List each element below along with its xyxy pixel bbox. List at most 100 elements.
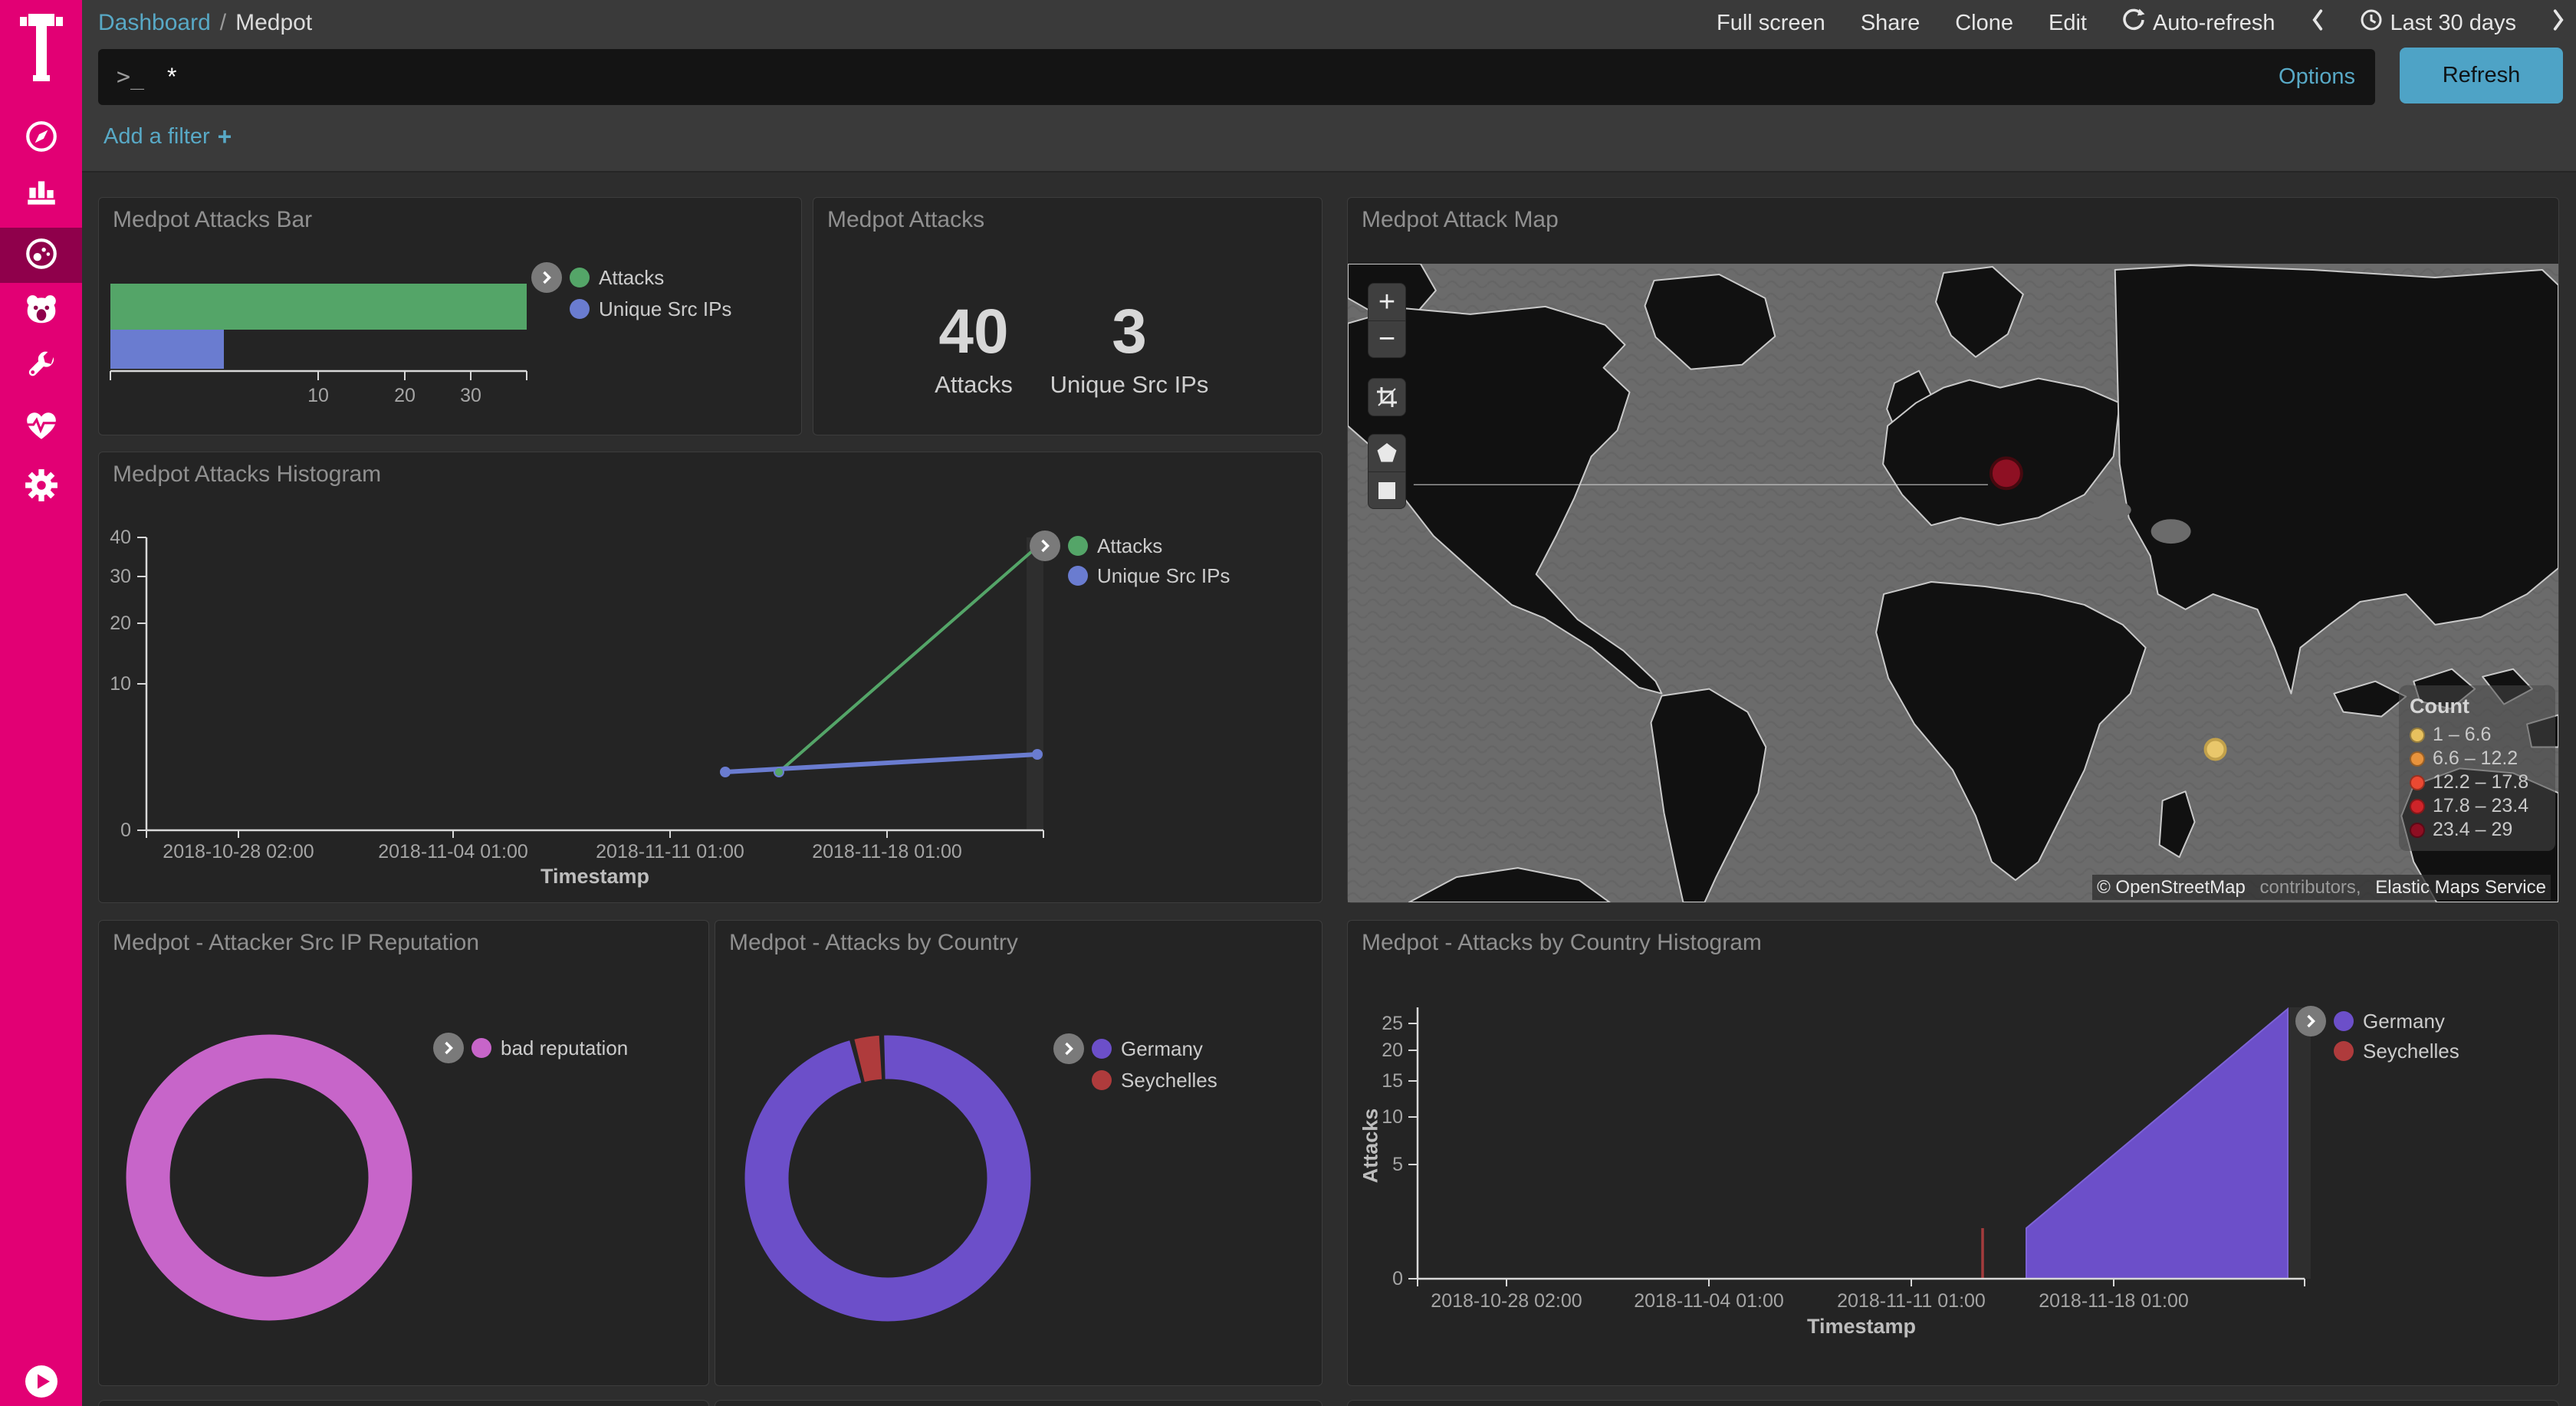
legend-dot-orange xyxy=(2410,751,2425,767)
slice-seychelles[interactable] xyxy=(854,1035,882,1082)
series-germany-area[interactable] xyxy=(2026,1007,2288,1280)
sidebar-item-honeypot[interactable] xyxy=(0,284,82,339)
legend-item-attacks[interactable]: Attacks xyxy=(1068,532,1162,560)
legend-dot-orange-red xyxy=(2410,774,2425,790)
legend-item-unique-src-ips[interactable]: Unique Src IPs xyxy=(570,295,731,323)
query-prompt-icon: >_ xyxy=(117,64,145,90)
x-tick: 2018-10-28 02:00 xyxy=(163,841,314,862)
line-chart[interactable] xyxy=(99,452,1322,902)
query-input[interactable]: >_ * Options xyxy=(98,49,2375,105)
zoom-out-button[interactable]: − xyxy=(1368,320,1405,357)
x-tick: 10 xyxy=(307,385,329,406)
legend-item-seychelles[interactable]: Seychelles xyxy=(2334,1037,2459,1065)
next-panel-edge xyxy=(98,1400,709,1406)
map-point-germany[interactable] xyxy=(1989,456,2023,491)
gauge-dashboard-icon xyxy=(24,236,59,275)
sidebar-item-discover[interactable] xyxy=(0,110,82,166)
bar-unique-src-ips[interactable] xyxy=(110,330,224,369)
legend-item-unique-src-ips[interactable]: Unique Src IPs xyxy=(1068,562,1230,590)
zoom-in-button[interactable]: + xyxy=(1378,285,1396,318)
metric-attacks-value: 40 xyxy=(938,297,1009,366)
panel-title[interactable]: Medpot Attacks Histogram xyxy=(113,462,382,487)
clone-button[interactable]: Clone xyxy=(1955,10,2013,35)
telekom-logo[interactable] xyxy=(20,14,63,94)
slice-bad-reputation[interactable] xyxy=(126,1034,412,1321)
bar-chart xyxy=(110,284,527,380)
panel-title[interactable]: Medpot Attack Map xyxy=(1362,207,1559,232)
y-axis-label: Attacks xyxy=(1359,1108,1382,1184)
full-screen-button[interactable]: Full screen xyxy=(1716,10,1825,35)
y-tick: 20 xyxy=(1382,1040,1403,1061)
area-chart[interactable] xyxy=(1348,921,2558,1385)
time-back-button[interactable] xyxy=(2311,8,2325,38)
y-tick: 30 xyxy=(110,566,131,587)
legend-toggle-button[interactable] xyxy=(1030,531,1060,561)
refresh-button[interactable]: Refresh xyxy=(2400,48,2563,103)
time-forward-button[interactable] xyxy=(2551,8,2565,38)
legend-title: Count xyxy=(2410,695,2469,718)
fit-bounds-crop-button[interactable] xyxy=(1368,379,1405,416)
legend-item: 1 – 6.6 xyxy=(2410,723,2545,747)
legend-item-bad-reputation[interactable]: bad reputation xyxy=(472,1034,628,1062)
series-unique-ips-line[interactable] xyxy=(724,752,1038,774)
slice-germany[interactable] xyxy=(744,1035,1031,1322)
legend-toggle-button[interactable] xyxy=(1053,1033,1084,1064)
legend-dot-blue xyxy=(570,299,590,319)
donut-chart-country[interactable] xyxy=(715,921,1322,1385)
map-point-seychelles[interactable] xyxy=(2203,737,2227,761)
query-value[interactable]: * xyxy=(167,63,177,90)
query-options-link[interactable]: Options xyxy=(2279,64,2355,89)
refresh-cycle-icon xyxy=(2122,8,2145,38)
series-attacks-line[interactable] xyxy=(777,545,1039,774)
sidebar-item-dashboard[interactable] xyxy=(0,228,82,283)
legend-item: 23.4 – 29 xyxy=(2410,818,2545,842)
sidebar-item-monitoring[interactable] xyxy=(0,399,82,455)
draw-rectangle-button[interactable] xyxy=(1368,471,1405,508)
donut-chart-reputation[interactable] xyxy=(99,921,708,1385)
clock-icon xyxy=(2360,8,2383,38)
time-picker-button[interactable]: Last 30 days xyxy=(2360,8,2516,38)
share-button[interactable]: Share xyxy=(1860,10,1921,35)
y-tick: 0 xyxy=(1392,1268,1403,1289)
sidebar-item-visualize[interactable] xyxy=(0,165,82,220)
metric-attacks-label: Attacks xyxy=(935,371,1013,398)
legend-item-germany[interactable]: Germany xyxy=(1092,1035,1203,1063)
legend-dot-red xyxy=(2334,1041,2354,1061)
auto-refresh-button[interactable]: Auto-refresh xyxy=(2122,8,2275,38)
legend-toggle-button[interactable] xyxy=(2295,1006,2326,1036)
panel-country-histogram: Medpot - Attacks by Country Histogram 25… xyxy=(1347,920,2559,1386)
openstreetmap-link[interactable]: © OpenStreetMap xyxy=(2092,875,2250,900)
bar-attacks[interactable] xyxy=(110,284,527,330)
legend-toggle-button[interactable] xyxy=(531,262,562,293)
world-map[interactable]: + − Count 1 – 6.6 6.6 – 12.2 12.2 – 17.8… xyxy=(1348,264,2558,902)
legend-item-seychelles[interactable]: Seychelles xyxy=(1092,1066,1217,1094)
panel-title[interactable]: Medpot Attacks xyxy=(827,207,985,232)
edit-button[interactable]: Edit xyxy=(2048,10,2087,35)
legend-item-attacks[interactable]: Attacks xyxy=(570,264,664,291)
elastic-maps-service-link[interactable]: Elastic Maps Service xyxy=(2371,875,2551,900)
y-tick: 25 xyxy=(1382,1013,1403,1034)
legend-dot-yellow xyxy=(2410,727,2425,743)
panel-title[interactable]: Medpot - Attacks by Country Histogram xyxy=(1362,930,1762,955)
panel-title[interactable]: Medpot Attacks Bar xyxy=(113,207,313,232)
legend-dot-green xyxy=(570,268,590,287)
sidebar-item-management[interactable] xyxy=(0,459,82,514)
sidebar-item-devtools[interactable] xyxy=(0,341,82,396)
legend-item-germany[interactable]: Germany xyxy=(2334,1007,2445,1035)
panel-title[interactable]: Medpot - Attacks by Country xyxy=(729,930,1018,955)
y-tick: 10 xyxy=(110,673,131,695)
x-tick: 20 xyxy=(394,385,416,406)
legend-toggle-button[interactable] xyxy=(433,1033,464,1063)
breadcrumb-dashboard-link[interactable]: Dashboard xyxy=(98,10,211,35)
draw-polygon-button[interactable] xyxy=(1368,435,1405,471)
sidebar-collapse-button[interactable] xyxy=(0,1355,82,1406)
x-axis-label: Timestamp xyxy=(1806,1315,1917,1338)
panel-title[interactable]: Medpot - Attacker Src IP Reputation xyxy=(113,930,480,955)
x-tick: 2018-11-04 01:00 xyxy=(378,841,528,862)
y-tick: 0 xyxy=(120,820,131,841)
x-tick: 2018-10-28 02:00 xyxy=(1431,1290,1582,1312)
y-tick: 20 xyxy=(110,613,131,634)
sidebar xyxy=(0,0,82,1406)
wrench-icon xyxy=(24,350,59,389)
add-filter-button[interactable]: Add a filter + xyxy=(104,123,232,150)
